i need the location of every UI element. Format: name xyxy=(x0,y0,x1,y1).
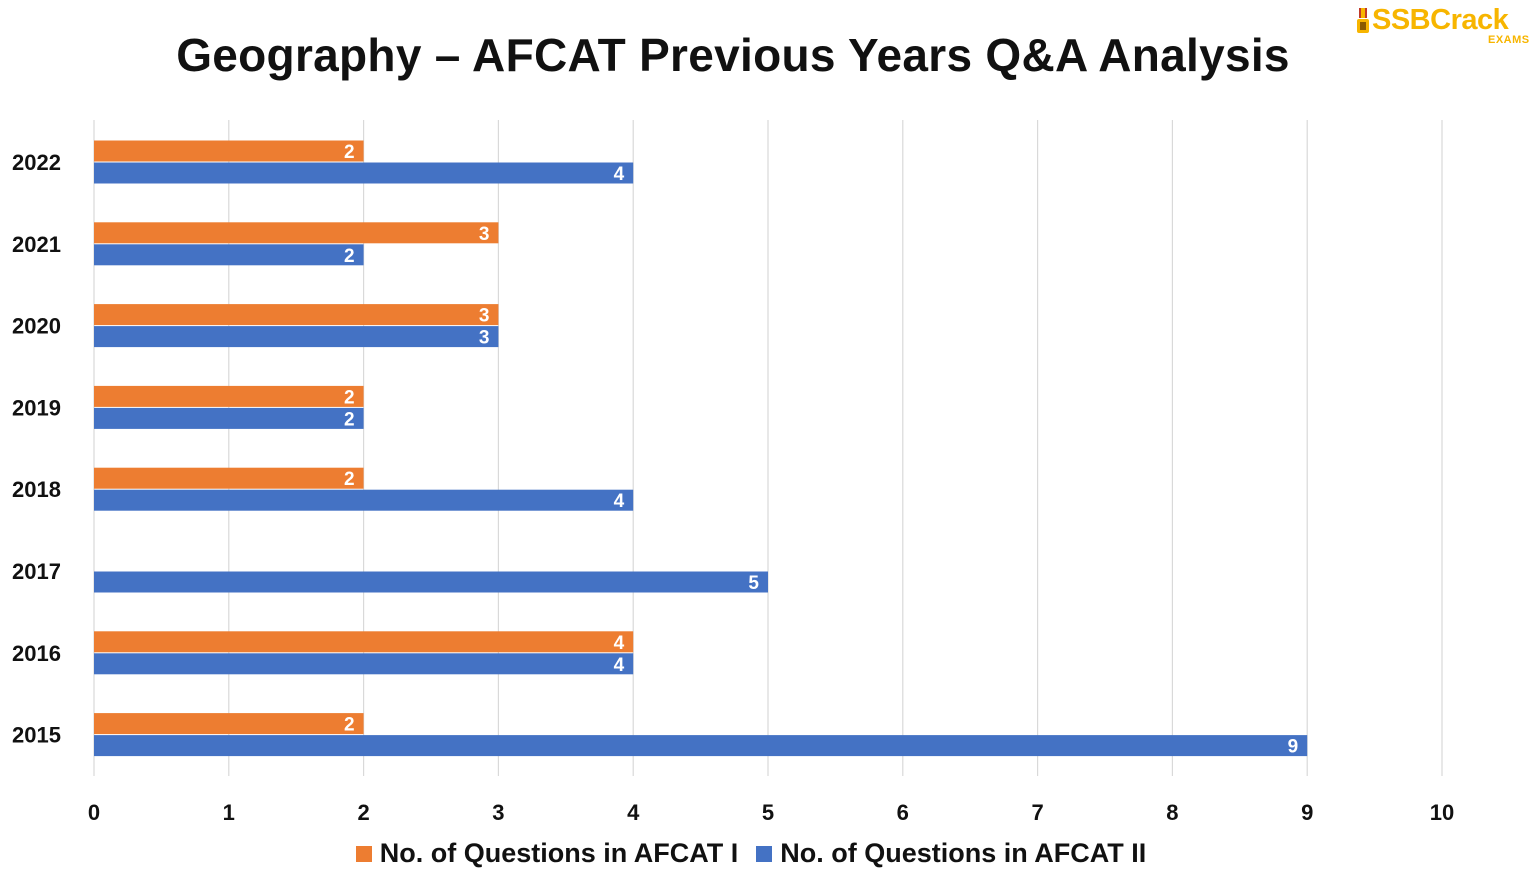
data-label-2018-series-2: 4 xyxy=(614,491,625,512)
bars xyxy=(94,140,1308,757)
bar-2020-series-2 xyxy=(94,326,499,348)
chart-title: Geography – AFCAT Previous Years Q&A Ana… xyxy=(176,29,1290,81)
data-label-2016-series-1: 4 xyxy=(614,633,625,654)
bar-2018-series-2 xyxy=(94,489,634,511)
bar-2021-series-1 xyxy=(94,222,499,244)
bar-2022-series-1 xyxy=(94,140,364,162)
brand-logo: SSBCrack EXAMS xyxy=(1352,4,1536,48)
bar-2019-series-1 xyxy=(94,385,364,407)
data-label-2019-series-1: 2 xyxy=(344,387,355,408)
data-label-2022-series-1: 2 xyxy=(344,142,355,163)
legend-swatch-afcat-1 xyxy=(355,845,372,862)
x-tick-label-1: 1 xyxy=(223,800,235,825)
bar-2015-series-2 xyxy=(94,735,1308,757)
data-label-2015-series-1: 2 xyxy=(344,715,355,736)
medal-icon xyxy=(1357,8,1369,33)
data-label-2020-series-1: 3 xyxy=(479,306,490,327)
x-tick-label-0: 0 xyxy=(88,800,100,825)
y-category-label-2022: 2022 xyxy=(12,150,61,175)
x-tick-label-8: 8 xyxy=(1166,800,1178,825)
data-label-2020-series-2: 3 xyxy=(479,328,490,349)
data-label-2018-series-1: 2 xyxy=(344,469,355,490)
x-tick-label-6: 6 xyxy=(897,800,909,825)
y-category-label-2021: 2021 xyxy=(12,232,61,257)
bar-2022-series-2 xyxy=(94,162,634,184)
bar-2016-series-2 xyxy=(94,653,634,675)
y-category-label-2018: 2018 xyxy=(12,477,61,502)
y-category-label-2017: 2017 xyxy=(12,559,61,584)
x-tick-label-9: 9 xyxy=(1301,800,1313,825)
x-tick-label-7: 7 xyxy=(1031,800,1043,825)
x-tick-label-10: 10 xyxy=(1430,800,1454,825)
x-tick-label-5: 5 xyxy=(762,800,774,825)
x-tick-label-3: 3 xyxy=(492,800,504,825)
x-tick-label-2: 2 xyxy=(357,800,369,825)
legend-label-afcat-1: No. of Questions in AFCAT I xyxy=(379,838,739,868)
data-label-2021-series-1: 3 xyxy=(479,224,490,245)
bar-2020-series-1 xyxy=(94,304,499,326)
y-axis-categories: 2022 2021 2020 2019 2018 2017 2016 2015 xyxy=(12,150,61,748)
legend-label-afcat-2: No. of Questions in AFCAT II xyxy=(780,838,1147,868)
bar-2015-series-1 xyxy=(94,713,364,735)
y-category-label-2019: 2019 xyxy=(12,395,61,420)
bar-2018-series-1 xyxy=(94,467,364,489)
bar-2021-series-2 xyxy=(94,244,364,266)
legend: No. of Questions in AFCAT I No. of Quest… xyxy=(0,838,1502,869)
bar-2019-series-2 xyxy=(94,407,364,429)
brand-sub: EXAMS xyxy=(1488,34,1530,46)
bar-2017-series-2 xyxy=(94,571,768,593)
data-label-2019-series-2: 2 xyxy=(344,409,355,430)
legend-entry-afcat-2: No. of Questions in AFCAT II xyxy=(756,838,1146,869)
brand-name: SSBCrack xyxy=(1372,4,1509,36)
data-label-2016-series-2: 4 xyxy=(614,655,625,676)
grid-lines xyxy=(93,120,1443,776)
y-category-label-2015: 2015 xyxy=(12,723,61,748)
bar-2016-series-1 xyxy=(94,631,634,653)
x-tick-label-4: 4 xyxy=(627,800,640,825)
data-label-2017-series-2: 5 xyxy=(748,573,759,594)
y-category-label-2016: 2016 xyxy=(12,641,61,666)
legend-swatch-afcat-2 xyxy=(756,845,773,862)
x-axis-ticks: 0 1 2 3 4 5 6 7 8 9 10 xyxy=(88,800,1454,825)
legend-entry-afcat-1: No. of Questions in AFCAT I xyxy=(355,838,739,869)
data-label-2021-series-2: 2 xyxy=(344,246,355,267)
y-category-label-2020: 2020 xyxy=(12,314,61,339)
data-label-2022-series-2: 4 xyxy=(614,164,625,185)
data-label-2015-series-2: 9 xyxy=(1288,737,1299,758)
